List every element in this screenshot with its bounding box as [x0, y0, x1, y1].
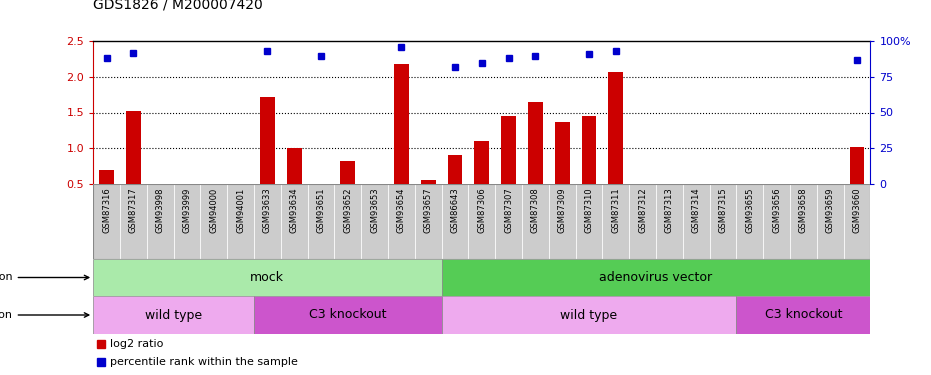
- Bar: [843, 184, 870, 259]
- Text: GSM93634: GSM93634: [290, 188, 299, 233]
- Text: GSM93660: GSM93660: [853, 188, 861, 233]
- Bar: [147, 184, 173, 259]
- Bar: [126, 111, 141, 184]
- Text: GSM87314: GSM87314: [692, 188, 701, 233]
- Text: adenovirus vector: adenovirus vector: [600, 271, 712, 284]
- Text: GSM93651: GSM93651: [317, 188, 326, 233]
- Bar: [468, 184, 495, 259]
- Text: GSM93654: GSM93654: [397, 188, 406, 233]
- Bar: [709, 184, 736, 259]
- Text: GSM93655: GSM93655: [746, 188, 754, 233]
- Bar: [582, 116, 597, 184]
- Text: GSM93652: GSM93652: [344, 188, 352, 233]
- Text: GSM93656: GSM93656: [772, 188, 781, 233]
- Bar: [441, 296, 736, 334]
- Bar: [602, 184, 629, 259]
- Text: GSM87316: GSM87316: [102, 188, 111, 233]
- Bar: [736, 296, 870, 334]
- Text: GSM87307: GSM87307: [504, 188, 513, 233]
- Text: GSM87317: GSM87317: [128, 188, 138, 233]
- Bar: [287, 148, 302, 184]
- Text: genotype/variation: genotype/variation: [0, 310, 88, 320]
- Bar: [522, 184, 548, 259]
- Bar: [388, 184, 415, 259]
- Text: log2 ratio: log2 ratio: [110, 339, 164, 349]
- Text: GSM93658: GSM93658: [799, 188, 808, 233]
- Bar: [790, 184, 816, 259]
- Text: GSM93657: GSM93657: [424, 188, 433, 233]
- Bar: [475, 141, 489, 184]
- Bar: [448, 155, 463, 184]
- Text: infection: infection: [0, 273, 88, 282]
- Bar: [173, 184, 200, 259]
- Text: C3 knockout: C3 knockout: [309, 309, 386, 321]
- Bar: [394, 64, 409, 184]
- Bar: [254, 296, 441, 334]
- Bar: [763, 184, 790, 259]
- Bar: [254, 184, 281, 259]
- Text: wild type: wild type: [560, 309, 617, 321]
- Bar: [307, 184, 334, 259]
- Text: GSM86643: GSM86643: [451, 188, 460, 233]
- Bar: [575, 184, 602, 259]
- Bar: [99, 170, 114, 184]
- Bar: [281, 184, 307, 259]
- Bar: [227, 184, 254, 259]
- Bar: [555, 122, 570, 184]
- Text: GSM93633: GSM93633: [263, 188, 272, 233]
- Bar: [260, 97, 275, 184]
- Text: GSM93998: GSM93998: [155, 188, 165, 233]
- Bar: [548, 184, 575, 259]
- Bar: [816, 184, 843, 259]
- Bar: [609, 72, 623, 184]
- Text: GSM87310: GSM87310: [585, 188, 594, 233]
- Text: wild type: wild type: [145, 309, 202, 321]
- Bar: [200, 184, 227, 259]
- Text: GSM94001: GSM94001: [236, 188, 245, 233]
- Bar: [93, 184, 120, 259]
- Bar: [93, 296, 254, 334]
- Text: GSM87312: GSM87312: [638, 188, 647, 233]
- Text: GSM87306: GSM87306: [478, 188, 486, 233]
- Text: GSM94000: GSM94000: [209, 188, 218, 233]
- Bar: [528, 102, 543, 184]
- Text: GSM87311: GSM87311: [612, 188, 620, 233]
- Bar: [656, 184, 682, 259]
- Bar: [441, 184, 468, 259]
- Bar: [415, 184, 441, 259]
- Bar: [495, 184, 522, 259]
- Text: GSM93659: GSM93659: [826, 188, 835, 233]
- Bar: [334, 184, 361, 259]
- Text: C3 knockout: C3 knockout: [764, 309, 843, 321]
- Text: GSM87308: GSM87308: [531, 188, 540, 233]
- Bar: [850, 147, 865, 184]
- Text: GSM93999: GSM93999: [182, 188, 192, 233]
- Text: mock: mock: [250, 271, 284, 284]
- Bar: [441, 259, 870, 296]
- Text: GSM87313: GSM87313: [665, 188, 674, 233]
- Bar: [361, 184, 388, 259]
- Bar: [682, 184, 709, 259]
- Bar: [93, 259, 441, 296]
- Text: GSM93653: GSM93653: [370, 188, 379, 233]
- Bar: [501, 116, 516, 184]
- Bar: [341, 161, 355, 184]
- Text: percentile rank within the sample: percentile rank within the sample: [110, 357, 298, 367]
- Bar: [421, 180, 436, 184]
- Bar: [629, 184, 656, 259]
- Bar: [736, 184, 763, 259]
- Text: GSM87309: GSM87309: [558, 188, 567, 233]
- Bar: [120, 184, 147, 259]
- Text: GDS1826 / M200007420: GDS1826 / M200007420: [93, 0, 263, 11]
- Text: GSM87315: GSM87315: [719, 188, 727, 233]
